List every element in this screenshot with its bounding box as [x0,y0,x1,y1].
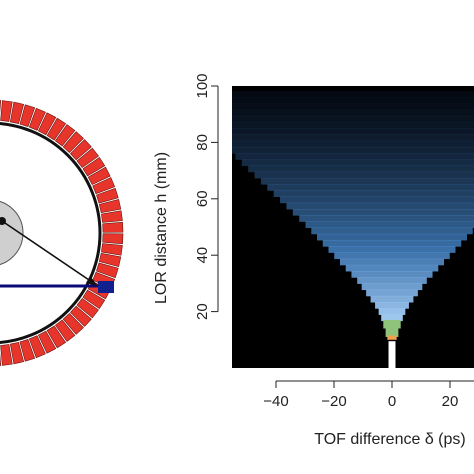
detector-crystal [92,177,116,195]
heatmap-band [286,202,474,210]
heatmap-band [267,184,474,191]
detector-crystal [28,107,46,131]
detector-crystal [98,198,122,214]
heatmap-band [248,165,474,173]
detector-crystal [69,305,92,327]
y-axis-title: LOR distance h (mm) [153,152,170,304]
plot-axes: 20 40 60 80 100 −40 −20 0 20 [194,73,474,410]
detector-crystal [98,252,122,268]
heatmap-band [232,122,474,129]
heatmap-band [345,264,439,272]
heatmap-cone [232,91,474,368]
y-tick-label: 80 [194,134,211,151]
heatmap-peak-cell [388,341,396,368]
detector-crystal [76,297,99,319]
detector-crystal [37,112,57,136]
detector-crystal [82,289,106,310]
detector-crystal [37,330,57,354]
heatmap-band [366,289,418,297]
detector-crystal [28,335,46,359]
detector-crystal [54,319,76,342]
detector-crystal [102,233,124,245]
detector-crystal [0,100,13,122]
heatmap-band [232,134,474,142]
detector-crystal [76,147,99,169]
heatmap-band [322,239,462,247]
detector-crystal [69,139,92,161]
detector-crystal [46,117,67,141]
detector-crystal [9,341,25,365]
heatmap-band [241,159,474,167]
detector-crystal [0,344,13,366]
heatmap-band [232,109,474,117]
heatmap-band [232,97,474,104]
detector-crystal [62,131,84,154]
detector-crystal [9,101,25,125]
detector-crystal [101,243,123,256]
x-tick-label: 20 [442,393,459,410]
x-tick-label: −20 [321,393,346,410]
heatmap-band [370,295,414,303]
heatmap-band [260,177,474,185]
heatmap-band [357,277,427,284]
detector-crystal [82,156,106,177]
heatmap-band [232,140,474,148]
detector-crystal [19,104,36,127]
detector-crystal [46,325,67,349]
detector-crystal [101,210,123,223]
heatmap-peak-cell [385,328,399,337]
heatmap-band [232,91,474,98]
heatmap-band [254,171,474,179]
detector-crystal [19,339,36,362]
imaged-object-circle [0,201,24,265]
detector-crystal [96,262,119,279]
heatmap-band [232,103,474,111]
heatmap-band [280,196,474,204]
heatmap-band [317,233,467,241]
heatmap-band [328,246,456,253]
x-tick-label: 0 [388,393,396,410]
arrow-to-detector [1,220,93,283]
detector-crystal [87,166,111,186]
detector-crystals [0,100,124,366]
highlighted-detector-crystal [98,281,114,293]
heatmap-band [305,221,474,229]
detector-crystal [0,100,2,114]
detector-crystal [0,352,2,366]
x-tick-label: −40 [263,393,288,410]
heatmap-peak-cell [383,320,401,329]
arrow-head-icon [86,276,98,286]
heatmap-band [273,190,474,198]
detector-ring-schematic [0,100,124,366]
y-tick-label: 20 [194,303,211,320]
heatmap-band [232,115,474,123]
heatmap-band [361,283,423,291]
heatmap-peak-cell [387,335,397,340]
heatmap-band [334,252,450,260]
tof-heatmap-plot: 20 40 60 80 100 −40 −20 0 20 TOF difference δ (p… [153,73,474,448]
detector-crystal [102,221,124,233]
heatmap-band [378,308,406,315]
heatmap-band [232,128,474,136]
heatmap-band [375,302,409,309]
x-axis-title: TOF difference δ (ps) [314,431,465,448]
detector-ring-inner-outline [0,121,102,345]
heatmap-band [235,153,474,160]
detector-crystal [62,312,84,335]
y-tick-label: 40 [194,247,211,264]
heatmap-band [299,215,474,222]
y-tick-label: 100 [194,73,211,98]
detector-crystal [96,187,119,204]
heatmap-band [311,227,473,235]
heatmap-band [292,208,474,216]
heatmap-band [232,146,474,154]
y-tick-label: 60 [194,190,211,207]
heatmap-band [339,258,445,266]
heatmap-band [351,270,433,278]
detector-crystal [54,124,76,147]
heatmap-band [381,314,403,322]
